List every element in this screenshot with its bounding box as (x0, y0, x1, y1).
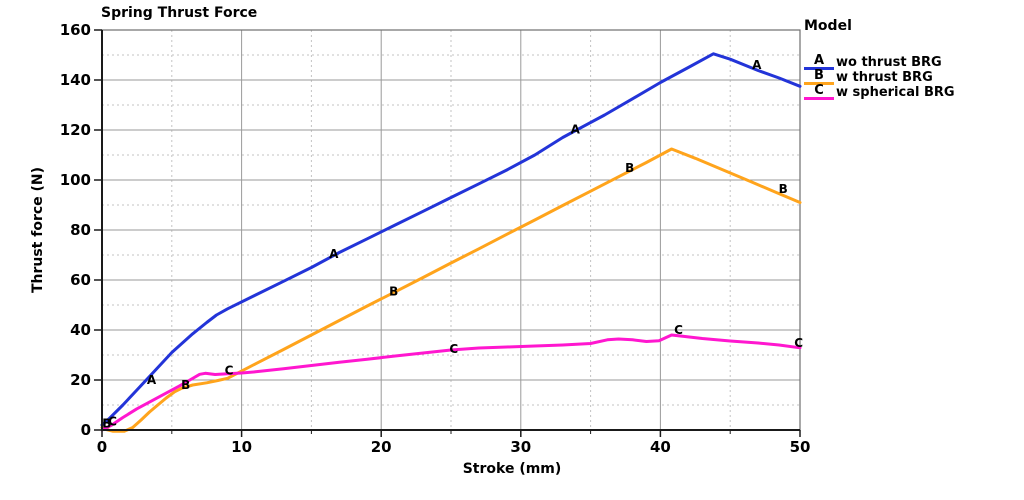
x-tick-label: 50 (790, 438, 811, 456)
series-point-label-B: B (625, 161, 634, 175)
x-tick-label: 0 (97, 438, 107, 456)
x-tick-label: 40 (650, 438, 671, 456)
series-line-B (100, 147, 802, 433)
y-tick-label: 60 (70, 271, 91, 289)
series-point-label-B: B (102, 417, 111, 431)
x-tick-label: 20 (371, 438, 392, 456)
series-point-label-B: B (779, 182, 788, 196)
y-tick-label: 80 (70, 221, 91, 239)
y-tick-label: 120 (60, 121, 91, 139)
series-point-label-B: B (389, 285, 398, 299)
x-tick-label: 10 (231, 438, 252, 456)
y-tick-label: 140 (60, 71, 91, 89)
y-tick-label: 160 (60, 21, 91, 39)
x-tick-label: 30 (510, 438, 531, 456)
series-line-A (100, 52, 802, 427)
legend-label-A: wo thrust BRG (836, 55, 942, 70)
series-point-label-A: A (752, 58, 762, 72)
legend-label-C: w spherical BRG (836, 85, 955, 100)
y-tick-label: 40 (70, 321, 91, 339)
series-point-label-C: C (449, 342, 458, 356)
series-point-label-A: A (329, 247, 339, 261)
series-point-label-B: B (181, 378, 190, 392)
series-point-label-C: C (225, 364, 234, 378)
series-line-C (100, 333, 802, 432)
legend-key-A: A (804, 54, 834, 70)
x-axis-title: Stroke (mm) (462, 461, 562, 477)
series-point-label-A: A (571, 122, 581, 136)
y-tick-label: 100 (60, 171, 91, 189)
series-point-label-C: C (108, 415, 117, 429)
legend-key-C: C (804, 84, 834, 100)
series-point-label-C: C (674, 323, 683, 337)
legend-key-B: B (804, 69, 834, 85)
legend-label-B: w thrust BRG (836, 70, 933, 85)
series-point-label-A: A (147, 373, 157, 387)
series-point-label-C: C (794, 336, 803, 350)
y-tick-label: 0 (81, 421, 91, 439)
y-axis-title: Thrust force (N) (30, 166, 46, 294)
legend-title: Model (804, 18, 852, 34)
y-tick-label: 20 (70, 371, 91, 389)
chart-title: Spring Thrust Force (101, 5, 258, 21)
